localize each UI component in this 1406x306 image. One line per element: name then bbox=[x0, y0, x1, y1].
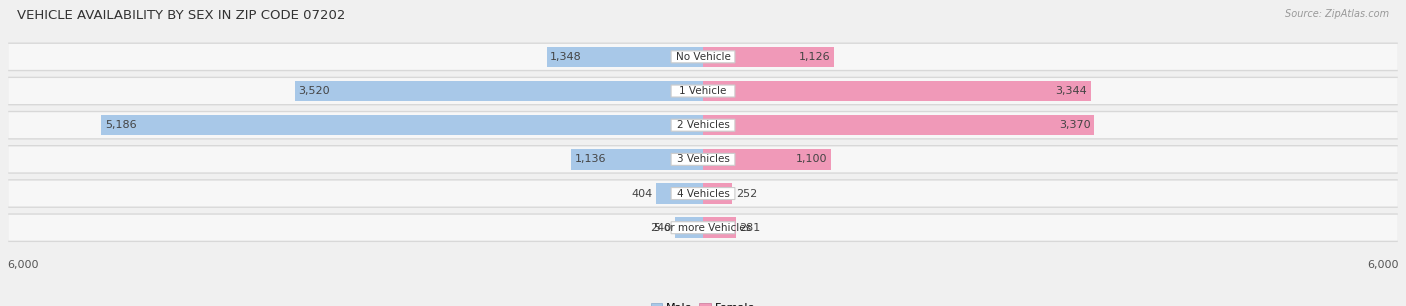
FancyBboxPatch shape bbox=[671, 222, 735, 234]
FancyBboxPatch shape bbox=[8, 78, 1398, 104]
Text: 1,136: 1,136 bbox=[575, 154, 606, 164]
Bar bbox=[703, 81, 1091, 101]
FancyBboxPatch shape bbox=[8, 44, 1398, 70]
Text: 3 Vehicles: 3 Vehicles bbox=[676, 154, 730, 164]
Text: 1 Vehicle: 1 Vehicle bbox=[679, 86, 727, 96]
Bar bbox=[657, 183, 703, 204]
Bar bbox=[571, 149, 703, 170]
Text: 6,000: 6,000 bbox=[1368, 260, 1399, 270]
FancyBboxPatch shape bbox=[8, 215, 1398, 241]
FancyBboxPatch shape bbox=[671, 51, 735, 63]
Text: 3,370: 3,370 bbox=[1059, 120, 1091, 130]
FancyBboxPatch shape bbox=[8, 146, 1398, 172]
Text: 1,126: 1,126 bbox=[799, 52, 830, 62]
Text: 3,344: 3,344 bbox=[1056, 86, 1087, 96]
Text: No Vehicle: No Vehicle bbox=[675, 52, 731, 62]
Text: 6,000: 6,000 bbox=[7, 260, 38, 270]
FancyBboxPatch shape bbox=[8, 213, 1398, 242]
Text: 281: 281 bbox=[740, 223, 761, 233]
FancyBboxPatch shape bbox=[8, 43, 1398, 71]
FancyBboxPatch shape bbox=[8, 111, 1398, 140]
Text: 1,348: 1,348 bbox=[550, 52, 582, 62]
Text: 1,100: 1,100 bbox=[796, 154, 827, 164]
Text: 240: 240 bbox=[651, 223, 672, 233]
Text: 2 Vehicles: 2 Vehicles bbox=[676, 120, 730, 130]
FancyBboxPatch shape bbox=[671, 153, 735, 165]
Bar bbox=[101, 115, 703, 136]
FancyBboxPatch shape bbox=[8, 179, 1398, 208]
Text: 5,186: 5,186 bbox=[105, 120, 136, 130]
Text: Source: ZipAtlas.com: Source: ZipAtlas.com bbox=[1285, 9, 1389, 19]
FancyBboxPatch shape bbox=[8, 145, 1398, 174]
Bar bbox=[703, 115, 1094, 136]
Bar bbox=[703, 47, 834, 67]
Bar bbox=[703, 183, 733, 204]
Text: 3,520: 3,520 bbox=[298, 86, 330, 96]
Bar bbox=[547, 47, 703, 67]
Bar bbox=[703, 218, 735, 238]
Text: 5 or more Vehicles: 5 or more Vehicles bbox=[654, 223, 752, 233]
Bar bbox=[703, 149, 831, 170]
FancyBboxPatch shape bbox=[8, 77, 1398, 105]
FancyBboxPatch shape bbox=[8, 112, 1398, 138]
Text: 404: 404 bbox=[631, 188, 652, 199]
FancyBboxPatch shape bbox=[671, 188, 735, 200]
Legend: Male, Female: Male, Female bbox=[647, 298, 759, 306]
FancyBboxPatch shape bbox=[671, 119, 735, 131]
Bar bbox=[675, 218, 703, 238]
Text: 4 Vehicles: 4 Vehicles bbox=[676, 188, 730, 199]
FancyBboxPatch shape bbox=[671, 85, 735, 97]
Text: VEHICLE AVAILABILITY BY SEX IN ZIP CODE 07202: VEHICLE AVAILABILITY BY SEX IN ZIP CODE … bbox=[17, 9, 346, 22]
FancyBboxPatch shape bbox=[8, 181, 1398, 207]
Bar bbox=[295, 81, 703, 101]
Text: 252: 252 bbox=[735, 188, 756, 199]
